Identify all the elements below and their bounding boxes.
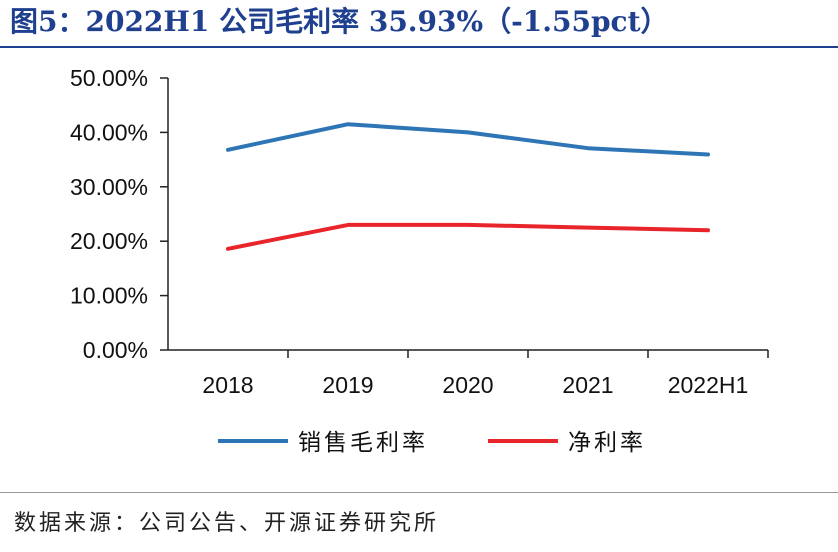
- series-1-point: [586, 146, 590, 150]
- legend-label-1: 销售毛利率: [298, 430, 428, 456]
- title-underline: [0, 46, 838, 48]
- y-tick-label: 30.00%: [70, 174, 148, 200]
- series-2-point: [706, 228, 710, 232]
- series-1-point: [706, 153, 710, 157]
- series-2-point: [586, 226, 590, 230]
- x-tick-label: 2019: [322, 372, 373, 398]
- y-tick-label: 50.00%: [70, 65, 148, 91]
- series-line-1: [226, 122, 710, 157]
- series-2-point: [226, 247, 230, 251]
- series-1-point: [346, 122, 350, 126]
- chart-title: 图5：2022H1 公司毛利率 35.93%（-1.55pct）: [10, 5, 669, 38]
- series-2-point: [466, 223, 470, 227]
- source-divider: [0, 492, 838, 493]
- x-tick-label: 2021: [562, 372, 613, 398]
- source-note: 数据来源：公司公告、开源证券研究所: [14, 511, 440, 536]
- legend-label-2: 净利率: [568, 430, 646, 456]
- x-tick-label: 2020: [442, 372, 493, 398]
- line-chart: 0.00% 10.00% 20.00% 30.00% 40.00% 50.00% 2018 2…: [70, 65, 769, 456]
- y-tick-label: 40.00%: [70, 119, 148, 145]
- y-tick-label: 10.00%: [70, 283, 148, 309]
- series-1-point: [226, 148, 230, 152]
- series-1-point: [466, 130, 470, 134]
- y-tick-label: 20.00%: [70, 228, 148, 254]
- x-tick-label: 2022H1: [668, 372, 749, 398]
- x-tick-label: 2018: [202, 372, 253, 398]
- y-tick-label: 0.00%: [83, 337, 148, 363]
- series-line-2: [226, 222, 710, 251]
- series-2-point: [346, 223, 350, 227]
